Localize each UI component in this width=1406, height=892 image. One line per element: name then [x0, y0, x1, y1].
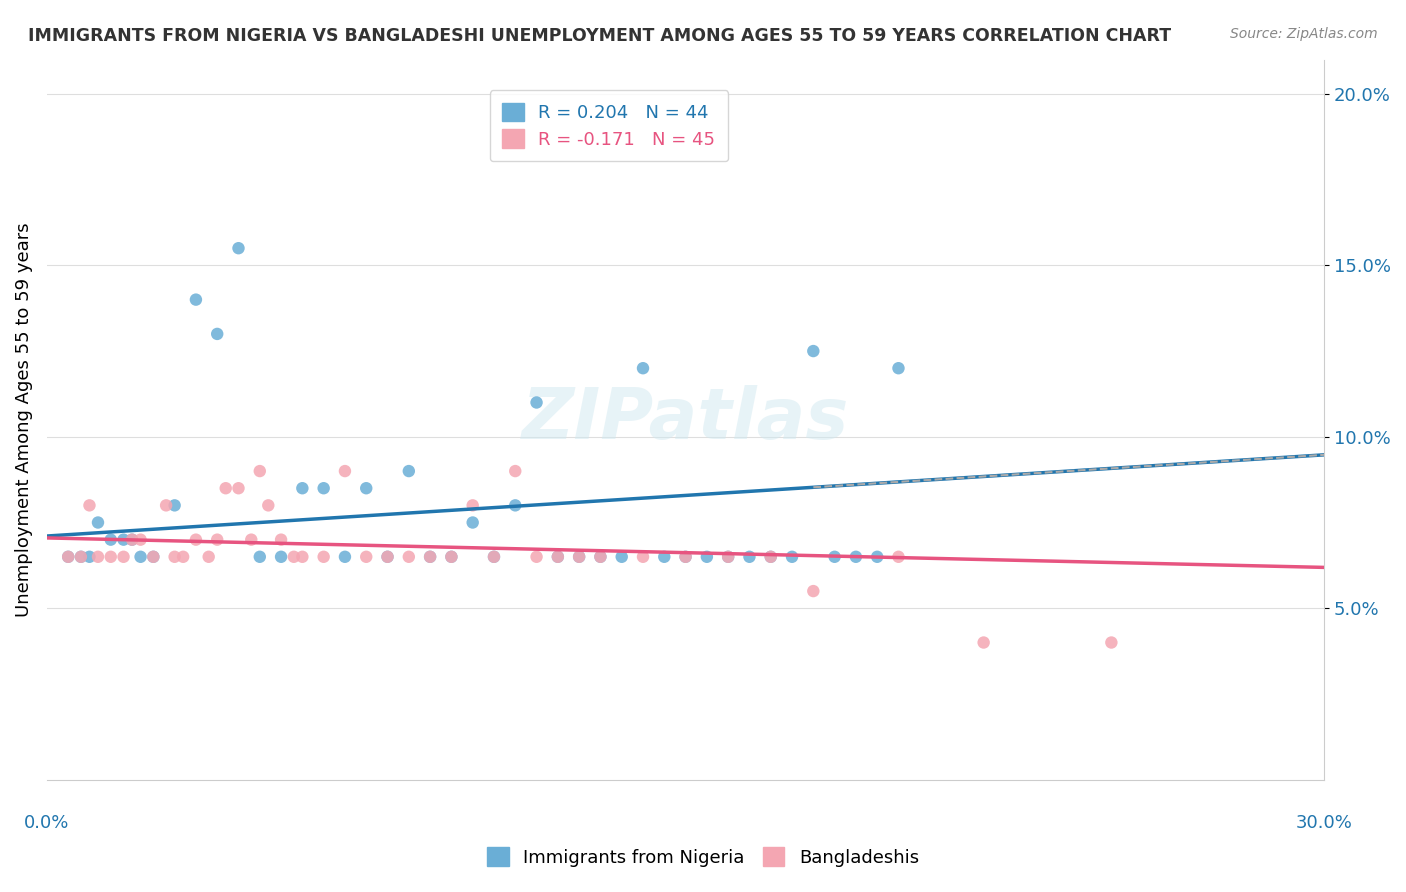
- Point: [610, 549, 633, 564]
- Point: [249, 464, 271, 478]
- Point: [398, 549, 420, 564]
- Point: [257, 499, 280, 513]
- Text: Source: ZipAtlas.com: Source: ZipAtlas.com: [1230, 27, 1378, 41]
- Point: [440, 549, 463, 564]
- Point: [568, 549, 591, 564]
- Text: 30.0%: 30.0%: [1296, 814, 1353, 832]
- Point: [333, 549, 356, 564]
- Point: [56, 549, 79, 564]
- Point: [112, 533, 135, 547]
- Point: [283, 549, 305, 564]
- Point: [377, 549, 399, 564]
- Point: [129, 549, 152, 564]
- Point: [205, 326, 228, 341]
- Point: [100, 549, 122, 564]
- Point: [461, 499, 484, 513]
- Y-axis label: Unemployment Among Ages 55 to 59 years: Unemployment Among Ages 55 to 59 years: [15, 222, 32, 617]
- Point: [696, 549, 718, 564]
- Point: [1099, 635, 1122, 649]
- Point: [155, 499, 177, 513]
- Point: [354, 549, 377, 564]
- Point: [675, 549, 697, 564]
- Point: [717, 549, 740, 564]
- Point: [163, 549, 186, 564]
- Point: [547, 549, 569, 564]
- Point: [419, 549, 441, 564]
- Point: [228, 241, 250, 255]
- Point: [568, 549, 591, 564]
- Point: [887, 361, 910, 376]
- Point: [738, 549, 761, 564]
- Point: [801, 584, 824, 599]
- Point: [270, 533, 292, 547]
- Text: 0.0%: 0.0%: [24, 814, 69, 832]
- Point: [780, 549, 803, 564]
- Point: [824, 549, 846, 564]
- Point: [87, 549, 110, 564]
- Point: [228, 481, 250, 495]
- Point: [866, 549, 889, 564]
- Point: [100, 533, 122, 547]
- Point: [142, 549, 165, 564]
- Legend: Immigrants from Nigeria, Bangladeshis: Immigrants from Nigeria, Bangladeshis: [479, 840, 927, 874]
- Point: [56, 549, 79, 564]
- Point: [79, 499, 101, 513]
- Point: [589, 549, 612, 564]
- Point: [312, 481, 335, 495]
- Point: [172, 549, 194, 564]
- Point: [526, 549, 548, 564]
- Point: [419, 549, 441, 564]
- Point: [759, 549, 782, 564]
- Point: [291, 481, 314, 495]
- Point: [184, 533, 207, 547]
- Legend: R = 0.204   N = 44, R = -0.171   N = 45: R = 0.204 N = 44, R = -0.171 N = 45: [489, 90, 728, 161]
- Point: [121, 533, 143, 547]
- Point: [184, 293, 207, 307]
- Point: [503, 464, 526, 478]
- Point: [142, 549, 165, 564]
- Point: [121, 533, 143, 547]
- Point: [887, 549, 910, 564]
- Point: [845, 549, 868, 564]
- Point: [163, 499, 186, 513]
- Point: [526, 395, 548, 409]
- Point: [440, 549, 463, 564]
- Point: [377, 549, 399, 564]
- Point: [398, 464, 420, 478]
- Point: [482, 549, 505, 564]
- Point: [333, 464, 356, 478]
- Point: [717, 549, 740, 564]
- Point: [312, 549, 335, 564]
- Point: [87, 516, 110, 530]
- Point: [503, 499, 526, 513]
- Point: [215, 481, 238, 495]
- Point: [205, 533, 228, 547]
- Point: [70, 549, 93, 564]
- Point: [675, 549, 697, 564]
- Text: IMMIGRANTS FROM NIGERIA VS BANGLADESHI UNEMPLOYMENT AMONG AGES 55 TO 59 YEARS CO: IMMIGRANTS FROM NIGERIA VS BANGLADESHI U…: [28, 27, 1171, 45]
- Point: [79, 549, 101, 564]
- Point: [482, 549, 505, 564]
- Point: [270, 549, 292, 564]
- Point: [197, 549, 219, 564]
- Point: [589, 549, 612, 564]
- Point: [240, 533, 263, 547]
- Point: [354, 481, 377, 495]
- Point: [759, 549, 782, 564]
- Point: [129, 533, 152, 547]
- Point: [973, 635, 995, 649]
- Point: [461, 516, 484, 530]
- Point: [112, 549, 135, 564]
- Point: [547, 549, 569, 564]
- Point: [631, 361, 654, 376]
- Point: [70, 549, 93, 564]
- Point: [291, 549, 314, 564]
- Point: [652, 549, 675, 564]
- Point: [631, 549, 654, 564]
- Text: ZIPatlas: ZIPatlas: [522, 385, 849, 454]
- Point: [801, 344, 824, 359]
- Point: [249, 549, 271, 564]
